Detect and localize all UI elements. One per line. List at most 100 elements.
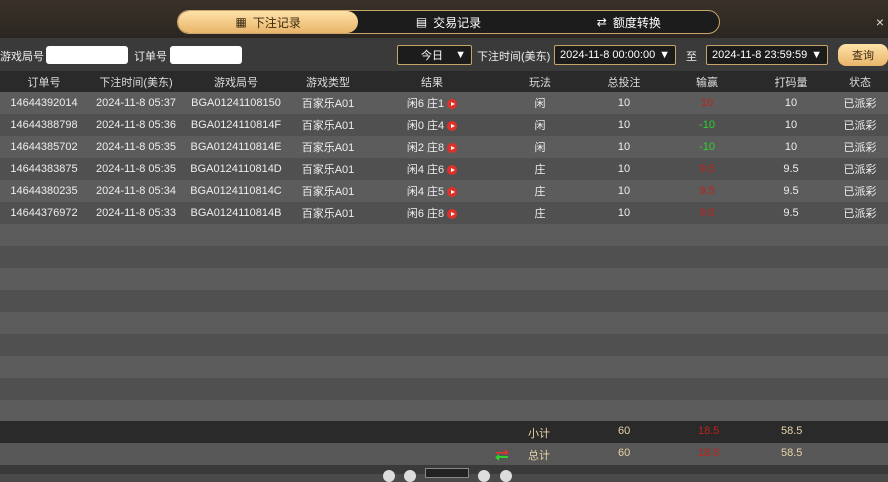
cell-1: 2024-11-8 05:33 [96,207,176,219]
end-time-select[interactable]: 2024-11-8 23:59:59 ▼ [706,45,828,65]
column-header: 游戏类型 [306,76,350,89]
cell-5: 庄 [534,208,546,220]
cell-4: 闲0 庄4 [406,120,445,132]
table-cell: 14644383875 [0,163,88,175]
play-replay-icon[interactable] [447,209,458,220]
total-row: 总计 60 18.5 58.5 [0,443,888,465]
table-cell: 闲4 庄5 [368,183,496,199]
cell-6: 10 [617,163,631,175]
cell-2: BGA01241108150 [191,97,281,109]
cell-3: 百家乐A01 [301,98,355,110]
cell-1: 2024-11-8 05:35 [96,141,176,153]
column-header: 下注时间(美东) [99,76,173,89]
cell-6: 10 [617,97,631,109]
period-select[interactable]: 今日 ▼ [397,45,472,65]
tab-transaction-records[interactable]: ▤ 交易记录 [358,11,538,33]
table-cell: 10 [584,207,664,219]
table-row: 14644380235 2024-11-8 05:34 BGA0124110814C… [0,180,888,202]
tab-credit-transfer[interactable]: ⇄ 额度转换 [539,11,719,33]
table-row: 14644392014 2024-11-8 05:37 BGA01241108150… [0,92,888,114]
column-header: 总投注 [607,76,641,89]
empty-row [0,334,888,356]
first-page-button[interactable] [383,470,395,482]
cell-7: 10 [700,97,714,109]
refresh-icon[interactable] [494,446,510,462]
cell-3: 百家乐A01 [301,186,355,198]
column-header: 游戏局号 [214,76,258,89]
game-round-input[interactable] [46,46,128,64]
cell-2: BGA0124110814E [190,141,282,153]
table-cell: 已派彩 [832,161,888,177]
table-cell: -10 [664,141,750,153]
table-cell: 10 [584,97,664,109]
total-winloss: 18.5 [698,447,720,459]
play-replay-icon[interactable] [447,143,458,154]
close-icon[interactable]: × [875,14,884,30]
subtotal-label: 小计 [528,428,550,440]
order-input[interactable] [170,46,242,64]
cell-4: 闲4 庄6 [406,164,445,176]
subtotal-rolling: 58.5 [781,425,803,437]
chevron-down-icon: ▼ [811,49,822,61]
table-cell: 已派彩 [832,139,888,155]
cell-8: 9.5 [783,163,799,175]
table-cell: 庄 [496,183,584,199]
next-page-button[interactable] [478,470,490,482]
empty-row [0,268,888,290]
time-label: 下注时间(美东) [477,51,551,63]
column-header: 订单号 [27,76,61,89]
table-cell: 9.5 [664,207,750,219]
table-cell: 百家乐A01 [288,183,368,199]
play-replay-icon[interactable] [447,165,458,176]
start-time-select[interactable]: 2024-11-8 00:00:00 ▼ [554,45,676,65]
empty-row [0,378,888,400]
cell-0: 14644380235 [10,185,78,197]
cell-6: 10 [617,207,631,219]
table-cell: 已派彩 [832,117,888,133]
cell-7: 9.5 [699,163,715,175]
cell-6: 10 [617,141,631,153]
query-button[interactable]: 查询 [838,44,888,66]
filter-bar: 游戏局号 订单号 今日 ▼ 下注时间(美东) 2024-11-8 00:00:00… [0,38,888,71]
subtotal-row: 小计 60 18.5 58.5 [0,421,888,443]
order-label: 订单号 [134,51,167,63]
table-cell: 百家乐A01 [288,117,368,133]
table-cell: 庄 [496,205,584,221]
table-cell: 2024-11-8 05:33 [88,207,184,219]
cell-8: 9.5 [783,207,799,219]
cell-9: 已派彩 [843,164,877,176]
page-input[interactable] [425,468,469,478]
tab-bet-records[interactable]: ▦ 下注记录 [178,11,359,33]
table-cell: 9.5 [664,163,750,175]
table-cell: 10 [584,119,664,131]
play-replay-icon[interactable] [447,121,458,132]
cell-5: 闲 [534,142,546,154]
cell-0: 14644385702 [10,141,78,153]
play-replay-icon[interactable] [447,99,458,110]
table-cell: 闲0 庄4 [368,117,496,133]
last-page-button[interactable] [500,470,512,482]
cell-8: 10 [784,141,798,153]
empty-row [0,224,888,246]
table-header: 订单号 下注时间(美东) 游戏局号 游戏类型 结果 玩法 总投注 输赢 打码量 状态 [0,71,888,92]
cell-3: 百家乐A01 [301,120,355,132]
cell-7: 9.5 [699,185,715,197]
cell-1: 2024-11-8 05:34 [96,185,176,197]
empty-row [0,290,888,312]
cell-0: 14644392014 [10,97,78,109]
prev-page-button[interactable] [404,470,416,482]
game-round-label: 游戏局号 [0,51,44,63]
table-cell: 已派彩 [832,95,888,111]
cell-1: 2024-11-8 05:37 [96,97,176,109]
exchange-icon: ⇄ [596,15,607,29]
table-cell: 百家乐A01 [288,205,368,221]
tab-label: 下注记录 [252,15,301,30]
cell-7: -10 [699,119,715,131]
cell-4: 闲2 庄8 [406,142,445,154]
cell-1: 2024-11-8 05:35 [96,163,176,175]
table-cell: 14644385702 [0,141,88,153]
table-cell: BGA0124110814D [184,163,288,175]
cell-0: 14644383875 [10,163,78,175]
play-replay-icon[interactable] [447,187,458,198]
table-row: 14644388798 2024-11-8 05:36 BGA0124110814F… [0,114,888,136]
